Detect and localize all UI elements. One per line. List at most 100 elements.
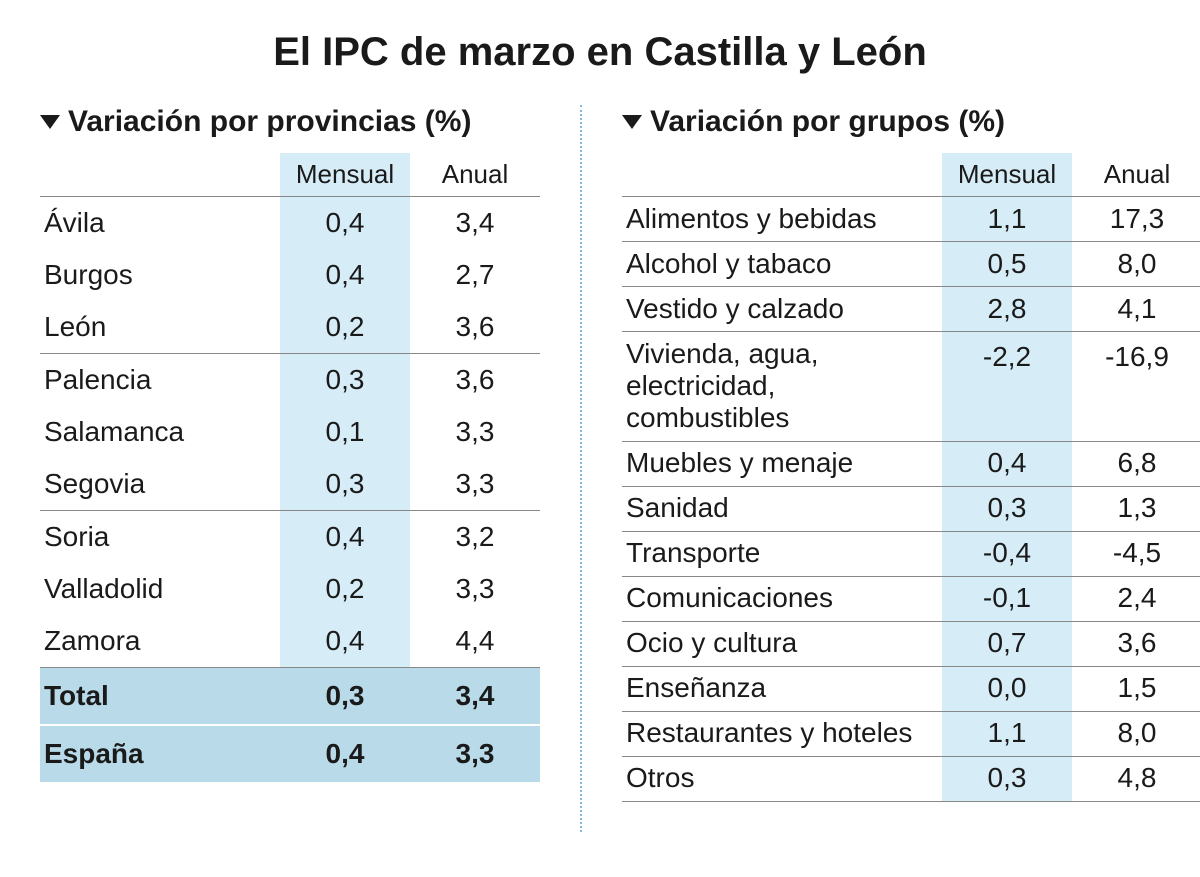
row-anual: 3,4 (410, 197, 540, 250)
columns-container: Variación por provincias (%) Mensual Anu… (40, 105, 1160, 832)
row-anual: 3,6 (410, 301, 540, 354)
row-mensual: 0,3 (942, 756, 1072, 801)
table-row: Ávila 0,4 3,4 (40, 197, 540, 250)
right-subheading-text: Variación por grupos (%) (650, 105, 1005, 139)
vertical-divider (580, 105, 582, 832)
row-label: Palencia (40, 354, 280, 407)
left-column: Variación por provincias (%) Mensual Anu… (40, 105, 570, 832)
row-mensual: 1,1 (942, 197, 1072, 242)
row-mensual: 0,3 (942, 486, 1072, 531)
row-label: Ávila (40, 197, 280, 250)
row-mensual: -2,2 (942, 332, 1072, 442)
row-label: Vestido y calzado (622, 287, 942, 332)
table-row: Alcohol y tabaco 0,5 8,0 (622, 242, 1200, 287)
row-mensual: -0,1 (942, 576, 1072, 621)
left-subheading: Variación por provincias (%) (40, 105, 540, 139)
header-mensual: Mensual (280, 153, 410, 197)
row-mensual: 0,4 (942, 441, 1072, 486)
summary-anual: 3,3 (410, 725, 540, 782)
table-row: León 0,2 3,6 (40, 301, 540, 354)
row-anual: 3,3 (410, 563, 540, 615)
summary-mensual: 0,4 (280, 725, 410, 782)
page: El IPC de marzo en Castilla y León Varia… (0, 0, 1200, 877)
row-label: Enseñanza (622, 666, 942, 711)
row-label: Comunicaciones (622, 576, 942, 621)
table-row: Restaurantes y hoteles 1,1 8,0 (622, 711, 1200, 756)
row-mensual: 0,1 (280, 406, 410, 458)
row-label: Ocio y cultura (622, 621, 942, 666)
row-mensual: 0,5 (942, 242, 1072, 287)
row-label: Transporte (622, 531, 942, 576)
row-mensual: 0,2 (280, 301, 410, 354)
row-anual: 2,4 (1072, 576, 1200, 621)
summary-row-espana: España 0,4 3,3 (40, 725, 540, 782)
right-subheading: Variación por grupos (%) (622, 105, 1200, 139)
row-anual: 1,5 (1072, 666, 1200, 711)
row-anual: 1,3 (1072, 486, 1200, 531)
table-row: Vivienda, agua, electricidad, combustibl… (622, 332, 1200, 442)
table-row: Enseñanza 0,0 1,5 (622, 666, 1200, 711)
row-anual: 3,6 (410, 354, 540, 407)
row-mensual: -0,4 (942, 531, 1072, 576)
table-row: Soria 0,4 3,2 (40, 511, 540, 564)
triangle-down-icon (40, 115, 60, 129)
row-mensual: 0,0 (942, 666, 1072, 711)
row-mensual: 0,3 (280, 354, 410, 407)
row-anual: -4,5 (1072, 531, 1200, 576)
row-anual: 4,8 (1072, 756, 1200, 801)
row-mensual: 0,7 (942, 621, 1072, 666)
page-title: El IPC de marzo en Castilla y León (40, 30, 1160, 75)
row-label: Zamora (40, 615, 280, 668)
table-row: Comunicaciones -0,1 2,4 (622, 576, 1200, 621)
row-anual: 6,8 (1072, 441, 1200, 486)
row-anual: 8,0 (1072, 711, 1200, 756)
provinces-table: Mensual Anual Ávila 0,4 3,4 Burgos 0,4 2… (40, 153, 540, 782)
row-label: Valladolid (40, 563, 280, 615)
row-label: Vivienda, agua, electricidad, combustibl… (622, 332, 942, 442)
row-anual: 3,3 (410, 458, 540, 511)
row-anual: -16,9 (1072, 332, 1200, 442)
row-anual: 4,1 (1072, 287, 1200, 332)
table-row: Salamanca 0,1 3,3 (40, 406, 540, 458)
row-label: Segovia (40, 458, 280, 511)
summary-mensual: 0,3 (280, 668, 410, 726)
row-label: León (40, 301, 280, 354)
row-label: Otros (622, 756, 942, 801)
row-mensual: 2,8 (942, 287, 1072, 332)
row-anual: 2,7 (410, 249, 540, 301)
row-label: Restaurantes y hoteles (622, 711, 942, 756)
row-label: Alimentos y bebidas (622, 197, 942, 242)
row-label: Burgos (40, 249, 280, 301)
row-anual: 8,0 (1072, 242, 1200, 287)
table-row: Vestido y calzado 2,8 4,1 (622, 287, 1200, 332)
row-anual: 17,3 (1072, 197, 1200, 242)
row-mensual: 1,1 (942, 711, 1072, 756)
table-header-row: Mensual Anual (40, 153, 540, 197)
right-column: Variación por grupos (%) Mensual Anual A… (592, 105, 1200, 832)
triangle-down-icon (622, 115, 642, 129)
row-label: Soria (40, 511, 280, 564)
row-label-text: Vivienda, agua, electricidad, combustibl… (626, 338, 934, 435)
header-anual: Anual (1072, 153, 1200, 197)
table-row: Transporte -0,4 -4,5 (622, 531, 1200, 576)
header-empty (622, 153, 942, 197)
summary-anual: 3,4 (410, 668, 540, 726)
row-mensual: 0,4 (280, 249, 410, 301)
row-label: Sanidad (622, 486, 942, 531)
table-row: Alimentos y bebidas 1,1 17,3 (622, 197, 1200, 242)
row-anual: 3,6 (1072, 621, 1200, 666)
row-mensual: 0,2 (280, 563, 410, 615)
row-label: Salamanca (40, 406, 280, 458)
table-row: Burgos 0,4 2,7 (40, 249, 540, 301)
row-mensual: 0,4 (280, 615, 410, 668)
table-row: Zamora 0,4 4,4 (40, 615, 540, 668)
summary-row-total: Total 0,3 3,4 (40, 668, 540, 726)
header-empty (40, 153, 280, 197)
row-label: Alcohol y tabaco (622, 242, 942, 287)
summary-label: Total (40, 668, 280, 726)
table-row: Otros 0,3 4,8 (622, 756, 1200, 801)
table-row: Muebles y menaje 0,4 6,8 (622, 441, 1200, 486)
table-row: Ocio y cultura 0,7 3,6 (622, 621, 1200, 666)
left-subheading-text: Variación por provincias (%) (68, 105, 471, 139)
table-header-row: Mensual Anual (622, 153, 1200, 197)
